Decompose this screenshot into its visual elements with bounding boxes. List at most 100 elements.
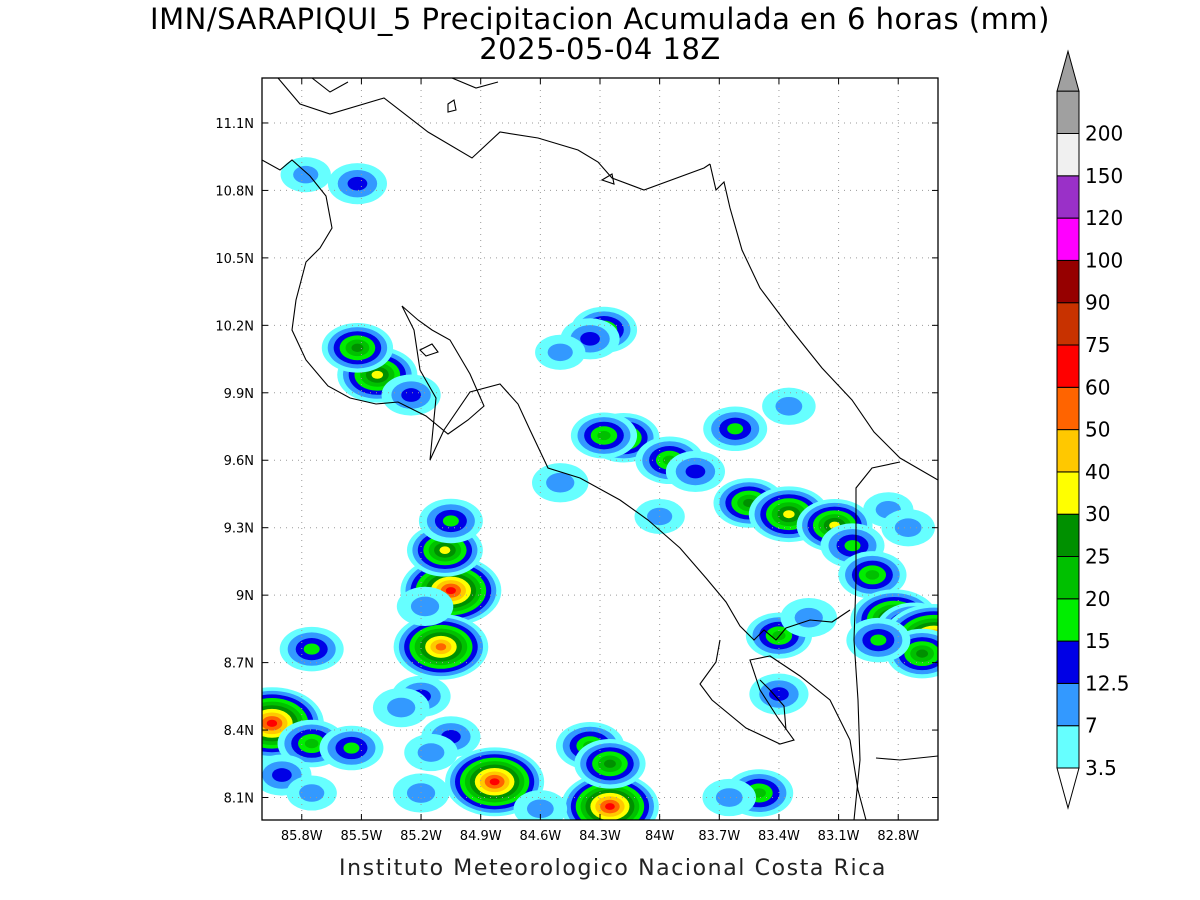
colorbar-label: 100 bbox=[1085, 248, 1123, 272]
precip-cell bbox=[570, 412, 638, 459]
colorbar-under-triangle bbox=[1056, 767, 1080, 810]
colorbar-legend: 3.5 7 12.5 15 20 25 30 40 50 60 75 90 100 120 150 200 bbox=[1056, 49, 1130, 810]
lat-tick-label: 9.6N bbox=[224, 454, 254, 469]
precip-contour bbox=[445, 587, 456, 595]
colorbar-segment bbox=[1056, 133, 1080, 177]
lon-tick-label: 85.5W bbox=[341, 829, 383, 844]
colorbar-label: 90 bbox=[1085, 291, 1110, 315]
precip-cell bbox=[321, 323, 394, 373]
lon-tick-label: 82.8W bbox=[877, 829, 919, 844]
precip-contour bbox=[439, 546, 451, 554]
precip-contour bbox=[304, 738, 319, 749]
precip-cell bbox=[535, 334, 586, 370]
precip-cell bbox=[513, 790, 568, 820]
precip-cell bbox=[396, 586, 454, 627]
colorbar-label: 60 bbox=[1085, 375, 1110, 399]
precip-contour bbox=[727, 423, 744, 435]
colorbar-segment bbox=[1056, 682, 1080, 727]
precip-cell bbox=[327, 163, 388, 205]
precip-contour bbox=[794, 607, 823, 628]
precip-contour bbox=[865, 570, 880, 580]
lon-tick-label: 84.6W bbox=[519, 829, 561, 844]
map-gridlines bbox=[262, 78, 938, 820]
institution-footer: Instituto Meteorologico Nacional Costa R… bbox=[339, 856, 887, 881]
colorbar-segment bbox=[1056, 259, 1080, 304]
precip-cell bbox=[780, 597, 837, 638]
colorbar-segment bbox=[1056, 302, 1080, 346]
precip-contour bbox=[775, 396, 803, 416]
lon-tick-label: 84W bbox=[645, 829, 675, 844]
colorbar-segment bbox=[1056, 217, 1080, 261]
colorbar-segment bbox=[1056, 513, 1080, 558]
lon-tick-label: 83.1W bbox=[818, 829, 860, 844]
colorbar-segment bbox=[1056, 90, 1080, 134]
precip-contour bbox=[351, 343, 364, 352]
lat-tick-label: 10.5N bbox=[215, 252, 254, 267]
precip-contour bbox=[603, 759, 616, 768]
colorbar-label: 12.5 bbox=[1085, 671, 1130, 695]
colorbar-label: 3.5 bbox=[1085, 756, 1117, 780]
colorbar-segment bbox=[1056, 429, 1080, 473]
precip-contour bbox=[417, 743, 445, 762]
precip-contour bbox=[844, 540, 861, 552]
precipitation-field bbox=[262, 157, 938, 820]
colorbar-label: 30 bbox=[1085, 502, 1110, 526]
precip-cell bbox=[393, 613, 489, 680]
longitude-axis: 85.8W 85.5W 85.2W 84.9W 84.6W 84.3W 84W 83.7W 83… bbox=[281, 78, 919, 844]
colorbar-label: 50 bbox=[1085, 418, 1110, 442]
colorbar-label: 120 bbox=[1085, 206, 1123, 230]
precip-contour bbox=[685, 464, 706, 479]
precip-contour bbox=[410, 596, 440, 617]
precip-contour bbox=[387, 697, 416, 718]
lon-tick-label: 85.2W bbox=[400, 829, 442, 844]
precip-contour bbox=[783, 510, 795, 519]
lon-tick-label: 84.9W bbox=[460, 829, 502, 844]
colorbar-segment bbox=[1056, 640, 1080, 684]
precip-contour bbox=[266, 719, 278, 727]
precip-cell bbox=[372, 687, 430, 728]
lat-tick-label: 11.1N bbox=[215, 117, 254, 132]
lon-tick-label: 84.3W bbox=[579, 829, 621, 844]
precip-cell bbox=[319, 725, 384, 771]
precip-contour bbox=[870, 634, 887, 646]
lat-tick-label: 9.3N bbox=[224, 522, 254, 537]
precip-cell bbox=[574, 738, 646, 789]
colorbar-segment bbox=[1056, 725, 1080, 769]
lat-tick-label: 9N bbox=[236, 589, 254, 604]
lat-tick-label: 10.2N bbox=[215, 319, 254, 334]
precip-contour bbox=[303, 643, 320, 655]
colorbar-label: 25 bbox=[1085, 545, 1110, 569]
lat-tick-label: 10.8N bbox=[215, 184, 254, 199]
lat-tick-label: 8.4N bbox=[224, 724, 254, 739]
colorbar-segment bbox=[1056, 598, 1080, 642]
precip-contour bbox=[347, 176, 368, 191]
lon-tick-label: 83.7W bbox=[698, 829, 740, 844]
precip-contour bbox=[597, 430, 611, 441]
colorbar-label: 40 bbox=[1085, 460, 1110, 484]
precip-contour bbox=[894, 518, 922, 538]
precip-contour bbox=[916, 649, 929, 658]
precip-contour bbox=[371, 370, 384, 379]
precip-contour bbox=[489, 778, 500, 786]
colorbar-label: 20 bbox=[1085, 587, 1110, 611]
colorbar-label: 75 bbox=[1085, 333, 1110, 357]
colorbar-label: 15 bbox=[1085, 629, 1110, 653]
precip-contour bbox=[442, 515, 459, 527]
precip-contour bbox=[435, 643, 447, 651]
precip-contour bbox=[547, 343, 573, 362]
precip-contour bbox=[605, 803, 615, 810]
precip-cell bbox=[762, 387, 816, 425]
precip-contour bbox=[299, 784, 325, 802]
colorbar-segment bbox=[1056, 344, 1080, 388]
precip-cell bbox=[665, 450, 726, 493]
map-title-line1: IMN/SARAPIQUI_5 Precipitacion Acumulada … bbox=[150, 2, 1050, 36]
precip-contour bbox=[401, 388, 421, 402]
precip-contour bbox=[769, 687, 789, 701]
precip-contour bbox=[715, 788, 743, 807]
precip-cell bbox=[445, 747, 545, 817]
lat-tick-label: 8.1N bbox=[224, 792, 254, 807]
colorbar-segment bbox=[1056, 386, 1080, 431]
colorbar-segment bbox=[1056, 556, 1080, 600]
map-title-line2: 2025-05-04 18Z bbox=[479, 32, 721, 66]
